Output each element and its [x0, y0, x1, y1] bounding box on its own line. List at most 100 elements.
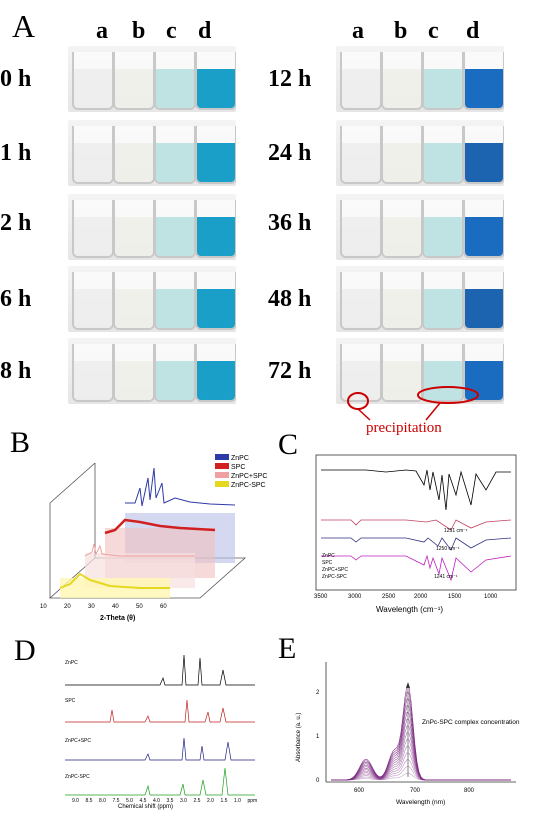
uv-spectrum-curve	[331, 684, 511, 781]
svg-text:ZnPC: ZnPC	[65, 660, 78, 666]
vial	[154, 200, 196, 258]
uv-x-ticks: 600 700 800	[354, 788, 475, 794]
vial	[72, 200, 114, 258]
nmr-spectrum-labels: ZnPC SPC ZnPC+SPC ZnPC-SPC	[65, 660, 91, 780]
ftir-curve-spc	[321, 519, 512, 531]
time-label-36h: 36 h	[268, 210, 312, 236]
vial	[463, 344, 504, 402]
vial	[113, 126, 155, 184]
column-label-c-left: c	[166, 18, 177, 44]
vial	[113, 344, 155, 402]
vial-photo	[336, 338, 504, 404]
vial	[340, 52, 382, 110]
svg-text:50: 50	[136, 604, 143, 610]
nmr-x-tick: 7.5	[113, 798, 120, 804]
time-label-12h: 12 h	[268, 66, 312, 92]
uv-spectrum-curve	[331, 698, 511, 781]
vial	[154, 52, 196, 110]
svg-text:800: 800	[464, 788, 475, 794]
svg-text:1000: 1000	[484, 594, 498, 600]
svg-text:1500: 1500	[448, 594, 462, 600]
nmr-x-tick: 8.0	[99, 798, 106, 804]
precipitation-circle-c	[417, 386, 479, 404]
column-label-b-left: b	[132, 18, 146, 44]
xrd-x-label: 2-Theta (θ)	[100, 615, 135, 622]
vial	[195, 52, 236, 110]
vial	[154, 126, 196, 184]
vial-photo	[68, 338, 236, 404]
vial	[463, 52, 504, 110]
time-label-48h: 48 h	[268, 286, 312, 312]
svg-text:ZnPC: ZnPC	[322, 553, 335, 559]
ftir-curve-complex	[321, 554, 512, 582]
vial-photo	[336, 266, 504, 332]
ftir-peak-1241: 1241 cm⁻¹	[434, 574, 458, 580]
svg-text:0: 0	[316, 778, 320, 784]
nmr-x-tick: 8.5	[86, 798, 93, 804]
xrd-x-ticks: 10 20 30 40 50 60	[40, 604, 167, 610]
nmr-x-tick: ppm	[248, 798, 258, 804]
vial	[195, 126, 236, 184]
time-label-24h: 24 h	[268, 140, 312, 166]
column-label-b-right: b	[394, 18, 408, 44]
vial	[195, 200, 236, 258]
vial	[463, 126, 504, 184]
vial-photo	[68, 120, 236, 186]
vial	[72, 272, 114, 330]
vial	[381, 344, 423, 402]
xrd-curve-znpc-spc-mix	[84, 543, 195, 557]
xrd-curve-znpc-spc-complex	[59, 572, 170, 589]
vial-photo	[336, 120, 504, 186]
svg-text:3000: 3000	[348, 594, 362, 600]
vial	[195, 272, 236, 330]
nmr-x-tick: 4.5	[140, 798, 147, 804]
column-label-a-left: a	[96, 18, 108, 44]
svg-text:40: 40	[112, 604, 119, 610]
xrd-legend: ZnPC SPC ZnPC+SPC ZnPC-SPC	[215, 454, 267, 489]
nmr-x-tick: 1.5	[221, 798, 228, 804]
panel-a-letter: A	[12, 8, 36, 44]
vial	[463, 272, 504, 330]
nmr-curve-complex	[65, 767, 255, 796]
nmr-curve-mix	[65, 737, 255, 761]
svg-text:10: 10	[40, 604, 47, 610]
xrd-legend-mix: ZnPC+SPC	[231, 473, 267, 480]
svg-text:ZnPC+SPC: ZnPC+SPC	[65, 738, 91, 744]
column-label-d-right: d	[466, 18, 480, 44]
vial	[340, 200, 382, 258]
vial	[381, 200, 423, 258]
nmr-curve-spc	[65, 699, 255, 723]
svg-text:20: 20	[64, 604, 71, 610]
svg-text:ZnPC+SPC: ZnPC+SPC	[322, 567, 348, 573]
uv-spectra-curves	[331, 684, 511, 781]
uv-y-ticks: 0 1 2	[316, 690, 320, 784]
nmr-x-tick: 4.0	[153, 798, 160, 804]
precipitation-label: precipitation	[366, 420, 442, 436]
precipitation-circle-a	[347, 392, 369, 410]
ftir-peak-1250: 1250 cm⁻¹	[436, 546, 460, 552]
vial	[72, 344, 114, 402]
ftir-x-label: Wavelength (cm⁻¹)	[376, 605, 443, 614]
vial	[340, 272, 382, 330]
svg-text:SPC: SPC	[65, 698, 76, 704]
time-label-2h: 2 h	[0, 210, 32, 236]
xrd-legend-znpc: ZnPC	[231, 455, 249, 462]
panel-d-letter: D	[14, 634, 36, 667]
vial	[113, 52, 155, 110]
vial	[422, 272, 464, 330]
nmr-plot: ZnPC SPC ZnPC+SPC ZnPC-SPC 9.0 8.5 8.0 7.5 5…	[65, 654, 257, 810]
nmr-x-tick: 3.5	[167, 798, 174, 804]
svg-text:30: 30	[88, 604, 95, 610]
nmr-x-ticks: 9.0 8.5 8.0 7.5 5.0 4.5 4.0 3.5 3.0 2.5 2.0 1.5 1.0 p…	[72, 798, 257, 804]
vial-photo	[336, 194, 504, 260]
column-label-a-right: a	[352, 18, 364, 44]
nmr-curve-znpc	[65, 654, 255, 686]
nmr-x-tick: 5.0	[126, 798, 133, 804]
svg-text:600: 600	[354, 788, 365, 794]
vial	[422, 126, 464, 184]
vial	[381, 52, 423, 110]
vial	[113, 200, 155, 258]
ftir-curve-znpc	[321, 469, 511, 511]
uv-y-label: Absorbance (a. u.)	[296, 713, 302, 762]
vial	[195, 344, 236, 402]
